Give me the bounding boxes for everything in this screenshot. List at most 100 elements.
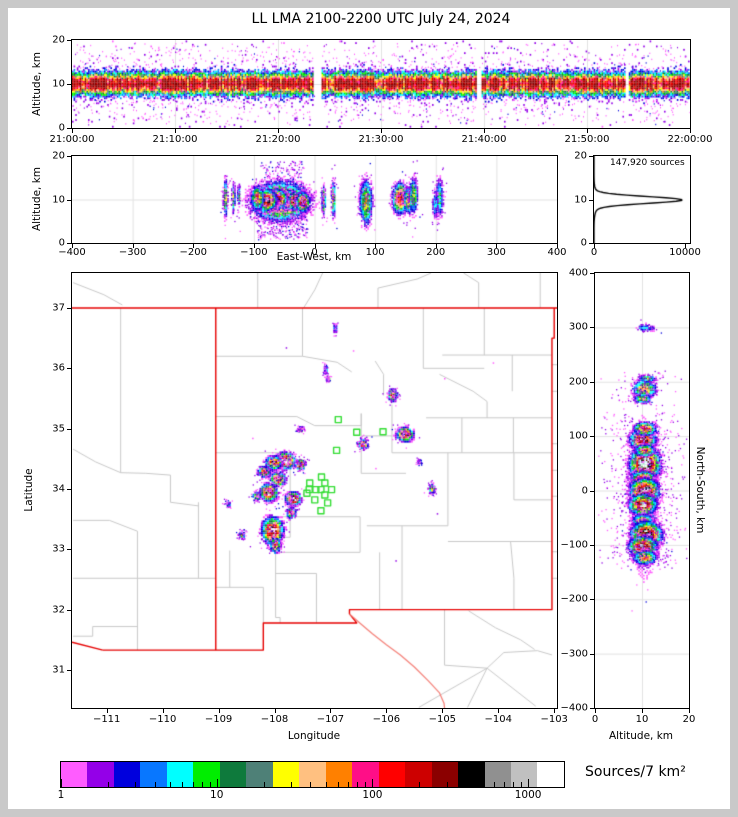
alt-tick-label: 20 <box>52 34 65 46</box>
colorbar-segment <box>219 762 247 787</box>
axis-tick <box>690 129 691 133</box>
axis-tick <box>590 490 594 492</box>
axis-tick <box>590 708 594 709</box>
axis-tick <box>67 156 71 157</box>
axis-tick <box>175 129 176 133</box>
axis-tick <box>193 244 195 248</box>
ns-tick-label: −100 <box>560 539 588 551</box>
lat-tick-label: 32 <box>52 604 65 616</box>
colorbar-minor-tick <box>513 782 515 787</box>
colorbar-minor-tick <box>493 782 495 787</box>
ew-tick-label: −400 <box>58 247 86 258</box>
map-plot <box>72 273 557 708</box>
map-ylabel: Latitude <box>23 468 36 512</box>
axis-tick <box>253 244 255 248</box>
colorbar-tick-label: 1 <box>57 789 65 801</box>
colorbar-segment <box>510 762 538 787</box>
axis-tick <box>381 129 382 133</box>
lat-tick-label: 35 <box>52 423 65 435</box>
alt-tick-label: 10 <box>52 78 65 90</box>
colorbar-segment <box>325 762 353 787</box>
colorbar-segment <box>246 762 273 787</box>
axis-tick <box>595 709 596 713</box>
histogram-panel <box>593 155 691 244</box>
axis-tick <box>67 488 71 490</box>
colorbar-segment <box>166 762 194 787</box>
axis-tick <box>278 129 279 133</box>
time-tick-label: 21:00:00 <box>49 134 95 145</box>
colorbar-minor-tick <box>263 782 265 787</box>
axis-tick <box>330 709 332 713</box>
colorbar-minor-tick <box>325 782 327 787</box>
colorbar-minor-tick <box>182 782 184 787</box>
hist-tick-label: 0 <box>590 247 598 258</box>
north-south-panel <box>594 272 690 709</box>
ns-tick-label: 200 <box>568 376 588 388</box>
colorbar-minor-tick <box>503 782 505 787</box>
colorbar-major-tick <box>528 779 530 787</box>
lat-tick-label: 37 <box>52 302 65 314</box>
colorbar-minor-tick <box>446 782 448 787</box>
time-tick-label: 21:10:00 <box>152 134 198 145</box>
axis-tick <box>72 129 73 133</box>
axis-tick <box>590 381 594 383</box>
lon-tick-label: −110 <box>148 714 177 725</box>
colorbar-major-tick <box>216 779 218 787</box>
axis-tick <box>375 244 377 248</box>
east-west-ylabel: Altitude, km <box>31 166 44 232</box>
colorbar-segment <box>299 762 326 787</box>
colorbar-minor-tick <box>154 782 156 787</box>
colorbar-minor-tick <box>481 782 483 787</box>
ew-tick-label: 0 <box>311 247 318 258</box>
colorbar-minor-tick <box>466 782 468 787</box>
axis-tick <box>442 709 444 713</box>
colorbar-segment <box>378 762 406 787</box>
time-height-panel <box>71 39 691 129</box>
axis-tick <box>67 199 71 201</box>
ns-alt-tick-label: 20 <box>682 714 696 725</box>
time-height-ylabel: Altitude, km <box>31 51 44 117</box>
axis-tick <box>590 273 594 274</box>
colorbar-minor-tick <box>192 782 194 787</box>
time-tick-label: 21:20:00 <box>255 134 301 145</box>
ew-tick-label: 100 <box>365 247 385 258</box>
lat-tick-label: 36 <box>52 362 65 374</box>
axis-tick <box>498 709 500 713</box>
lat-tick-label: 31 <box>52 664 65 676</box>
alt-tick-label: 0 <box>580 237 587 249</box>
colorbar-segment <box>113 762 141 787</box>
axis-tick <box>67 669 71 671</box>
colorbar-minor-tick <box>310 782 312 787</box>
lat-tick-label: 34 <box>52 483 65 495</box>
map-xlabel: Longitude <box>287 730 341 742</box>
axis-tick <box>67 307 71 309</box>
colorbar-segment <box>537 762 564 787</box>
lon-tick-label: −107 <box>316 714 345 725</box>
colorbar-label: Sources/7 km² <box>585 764 686 780</box>
colorbar-segment <box>272 762 300 787</box>
histogram-plot <box>594 156 690 243</box>
colorbar-segment <box>431 762 459 787</box>
axis-tick <box>67 428 71 430</box>
colorbar-segment <box>140 762 167 787</box>
colorbar-minor-tick <box>520 782 522 787</box>
ns-tick-label: 100 <box>568 430 588 442</box>
axis-tick <box>590 436 594 438</box>
ns-alt-tick-label: 10 <box>635 714 649 725</box>
axis-tick <box>72 244 73 248</box>
axis-tick <box>589 156 593 157</box>
source-count-annotation: 147,920 sources <box>610 158 685 168</box>
axis-tick <box>554 709 556 713</box>
colorbar-tick-label: 100 <box>362 789 383 801</box>
colorbar-minor-tick <box>290 782 292 787</box>
colorbar-minor-tick <box>337 782 339 787</box>
axis-tick <box>67 609 71 611</box>
lon-tick-label: −103 <box>540 714 568 725</box>
alt-tick-label: 20 <box>574 150 587 162</box>
colorbar-segment <box>405 762 432 787</box>
axis-tick <box>67 128 71 129</box>
east-west-plot <box>72 156 557 243</box>
lat-tick-label: 33 <box>52 543 65 555</box>
lon-tick-label: −108 <box>260 714 289 725</box>
